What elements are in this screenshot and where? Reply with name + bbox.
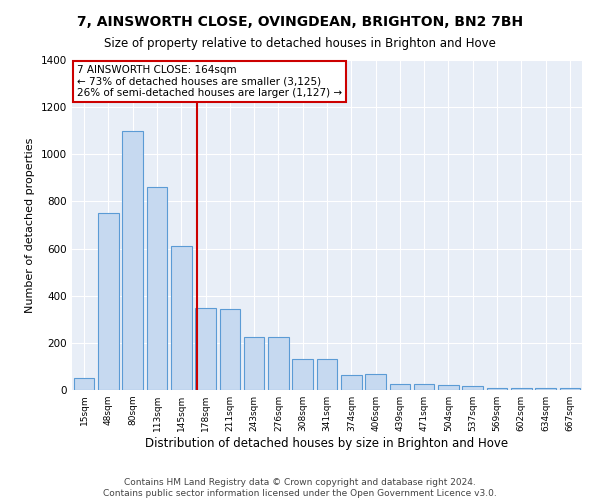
Bar [292, 360, 313, 390]
Bar [98, 213, 119, 390]
Bar [74, 378, 94, 390]
Bar [195, 308, 216, 390]
Bar [463, 386, 483, 390]
Bar [365, 374, 386, 390]
Bar [487, 388, 508, 390]
Text: 7, AINSWORTH CLOSE, OVINGDEAN, BRIGHTON, BN2 7BH: 7, AINSWORTH CLOSE, OVINGDEAN, BRIGHTON,… [77, 15, 523, 29]
Y-axis label: Number of detached properties: Number of detached properties [25, 138, 35, 312]
Bar [171, 246, 191, 390]
Text: Size of property relative to detached houses in Brighton and Hove: Size of property relative to detached ho… [104, 38, 496, 51]
Bar [122, 130, 143, 390]
Bar [511, 388, 532, 390]
Bar [317, 360, 337, 390]
Bar [341, 374, 362, 390]
Bar [220, 308, 240, 390]
Bar [438, 386, 459, 390]
Bar [268, 337, 289, 390]
Bar [535, 388, 556, 390]
Bar [414, 384, 434, 390]
Bar [560, 388, 580, 390]
Bar [146, 188, 167, 390]
Text: Contains HM Land Registry data © Crown copyright and database right 2024.
Contai: Contains HM Land Registry data © Crown c… [103, 478, 497, 498]
X-axis label: Distribution of detached houses by size in Brighton and Hove: Distribution of detached houses by size … [145, 437, 509, 450]
Bar [389, 384, 410, 390]
Bar [244, 337, 265, 390]
Text: 7 AINSWORTH CLOSE: 164sqm
← 73% of detached houses are smaller (3,125)
26% of se: 7 AINSWORTH CLOSE: 164sqm ← 73% of detac… [77, 65, 342, 98]
